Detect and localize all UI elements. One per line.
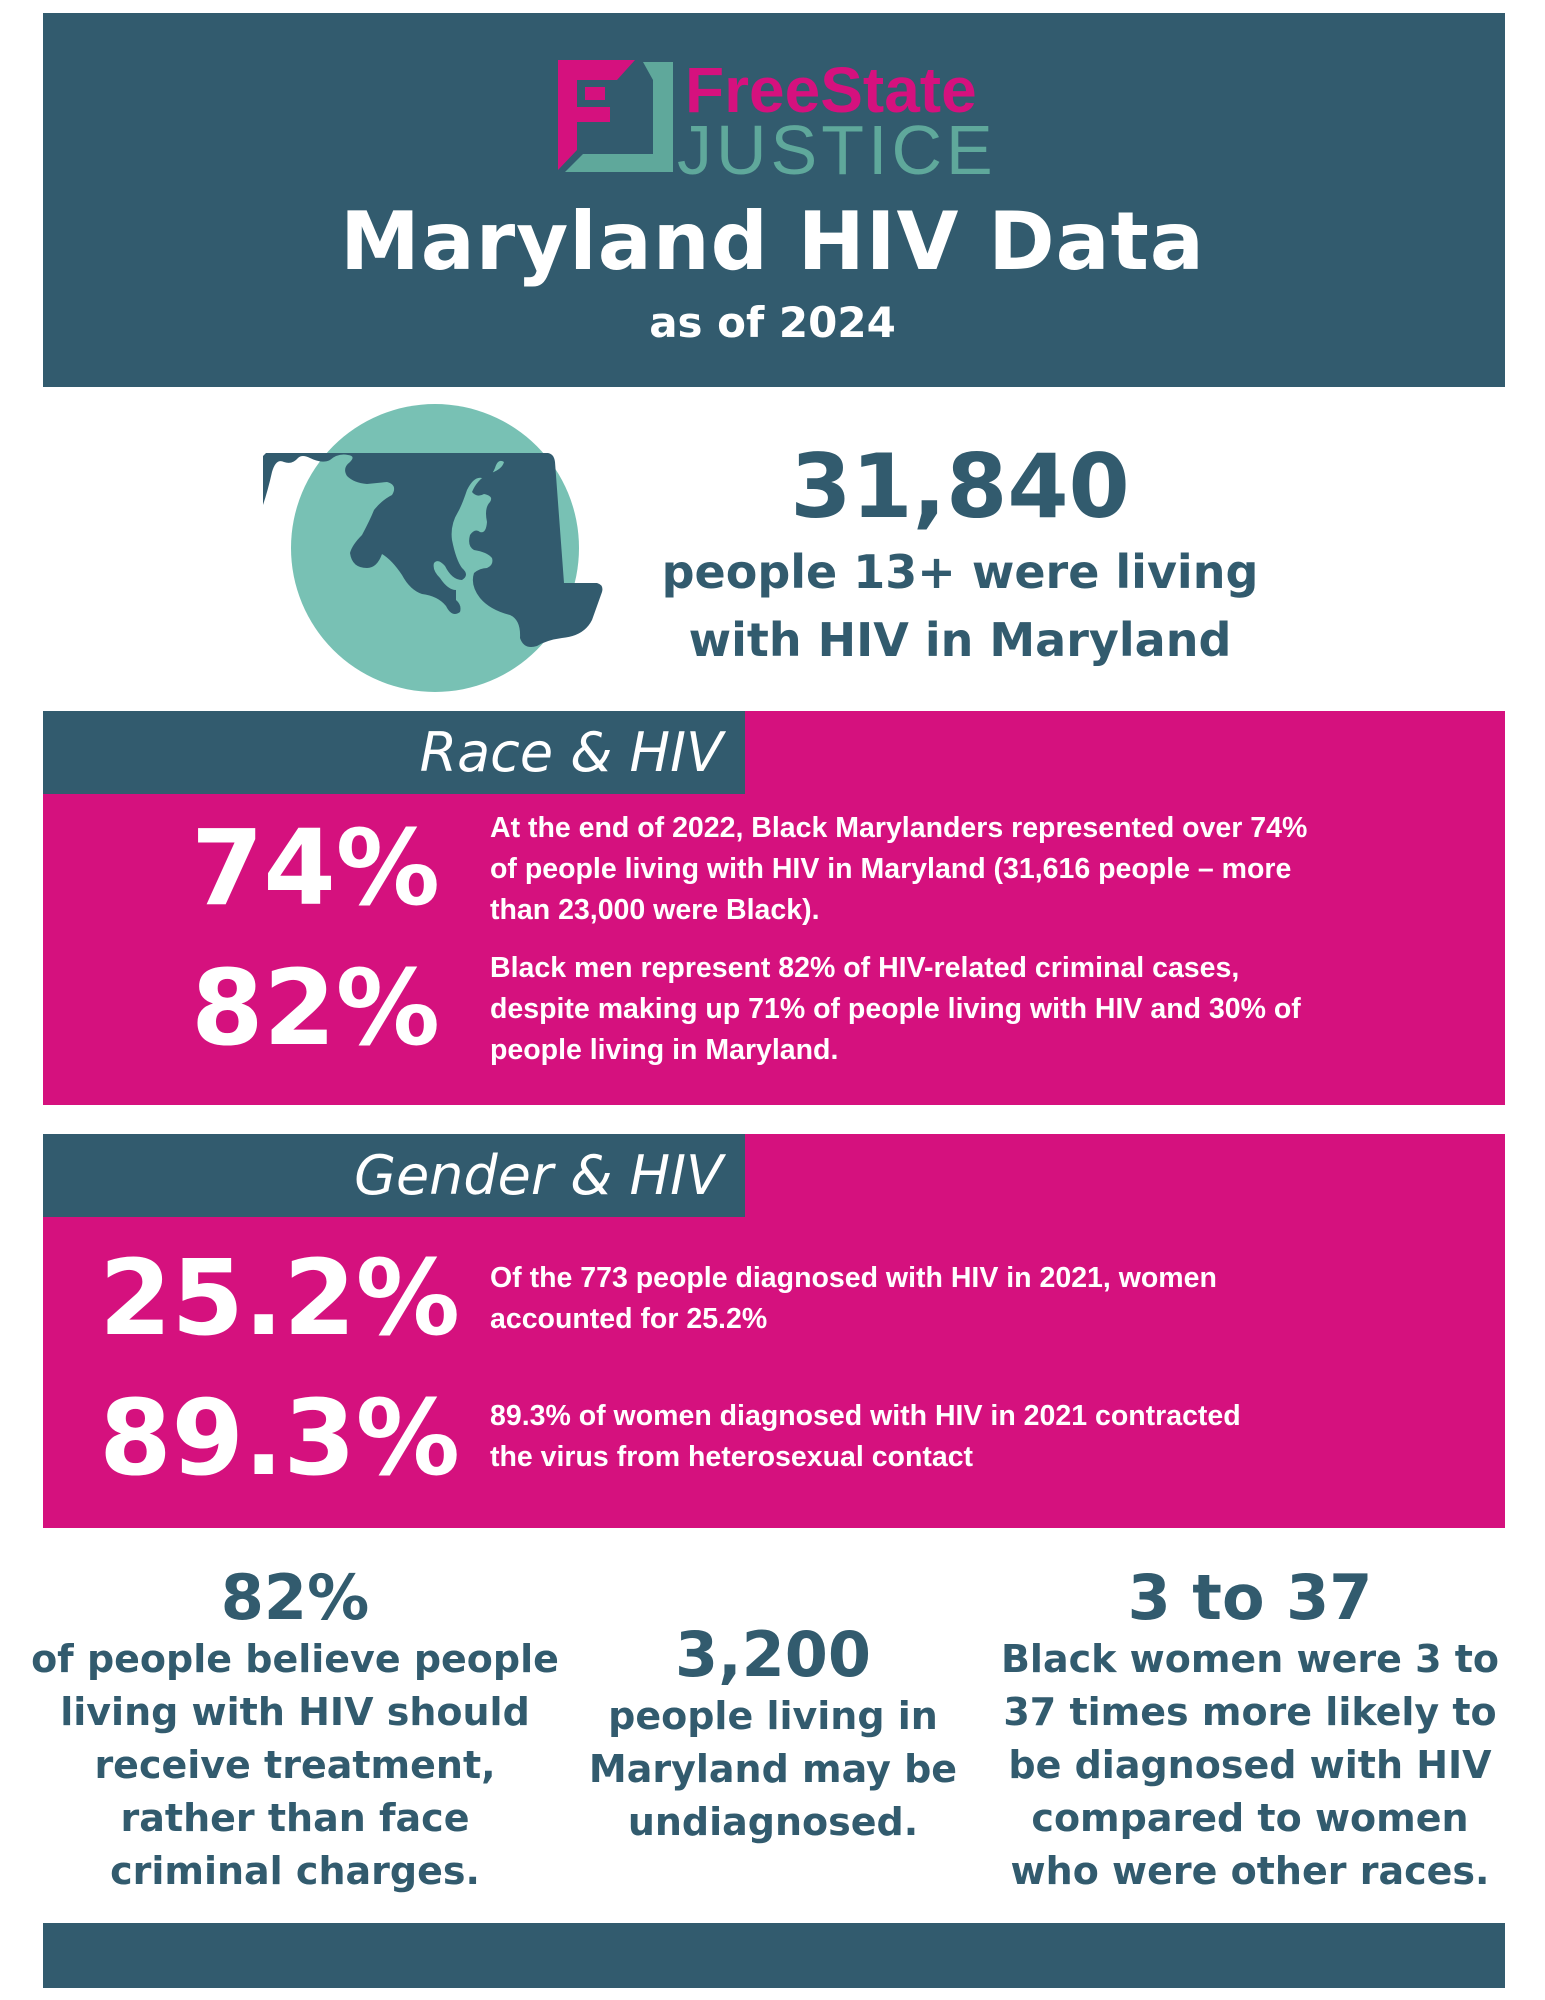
text-line: of people believe people [31,1637,559,1681]
race-stat-82-text: Black men represent 82% of HIV-related c… [490,948,1301,1071]
text-line: undiagnosed. [627,1800,919,1844]
stat-value: 3,200 [674,1618,872,1691]
text-line: receive treatment, [94,1743,496,1787]
race-stat-74-value: 74% [191,807,440,929]
text-line: rather than face [120,1796,470,1840]
caption-line: people 13+ were living [661,545,1259,599]
text-line: be diagnosed with HIV [1008,1743,1492,1787]
text-line: of people living with HIV in Maryland (3… [490,853,1292,885]
text-line: accounted for 25.2% [490,1303,768,1335]
gender-stat-89-value: 89.3% [99,1377,460,1499]
footer-bar [43,1923,1505,1988]
caption-line: with HIV in Maryland [688,613,1232,667]
bottom-stat-undiagnosed: 3,200 people living in Maryland may be u… [563,1620,983,1849]
text-line: Black men represent 82% of HIV-related c… [490,952,1240,984]
logo-text-freestate: FreeState [685,54,977,126]
bottom-stat-treatment: 82% of people believe people living with… [30,1563,560,1898]
race-stat-74-text: At the end of 2022, Black Marylanders re… [490,808,1307,931]
stat-value: 82% [220,1561,370,1634]
total-living-with-hiv-number: 31,840 [790,435,1130,538]
text-line: people living in [608,1694,938,1738]
gender-section-heading: Gender & HIV [43,1134,745,1217]
maryland-map-icon [263,453,603,647]
bottom-stat-black-women: 3 to 37 Black women were 3 to 37 times m… [990,1563,1510,1898]
text-line: At the end of 2022, Black Marylanders re… [490,812,1308,844]
text-line: criminal charges. [110,1849,480,1893]
page-subtitle: as of 2024 [649,298,896,347]
text-line: Maryland may be [588,1747,958,1791]
gender-stat-25-value: 25.2% [99,1237,460,1359]
text-line: who were other races. [1010,1849,1490,1893]
text-line: people living in Maryland. [490,1034,839,1066]
stat-value: 3 to 37 [1127,1561,1373,1634]
text-line: living with HIV should [60,1690,530,1734]
text-line: compared to women [1031,1796,1469,1840]
race-stat-82-value: 82% [191,947,440,1069]
race-section-heading: Race & HIV [43,711,745,794]
logo-text-justice: JUSTICE [677,111,995,189]
text-line: 89.3% of women diagnosed with HIV in 202… [490,1400,1241,1432]
freestate-justice-logo: FreeState JUSTICE [558,54,995,189]
text-line: than 23,000 were Black). [490,894,820,926]
gender-stat-25-text: Of the 773 people diagnosed with HIV in … [490,1258,1217,1340]
text-line: despite making up 71% of people living w… [490,993,1301,1025]
total-living-with-hiv-caption: people 13+ were living with HIV in Maryl… [600,538,1320,674]
text-line: Black women were 3 to [1000,1637,1500,1681]
page-title: Maryland HIV Data [340,195,1205,288]
text-line: the virus from heterosexual contact [490,1441,974,1473]
text-line: Of the 773 people diagnosed with HIV in … [490,1262,1217,1294]
header-banner [43,13,1505,387]
text-line: 37 times more likely to [1003,1690,1497,1734]
gender-stat-89-text: 89.3% of women diagnosed with HIV in 202… [490,1396,1241,1478]
